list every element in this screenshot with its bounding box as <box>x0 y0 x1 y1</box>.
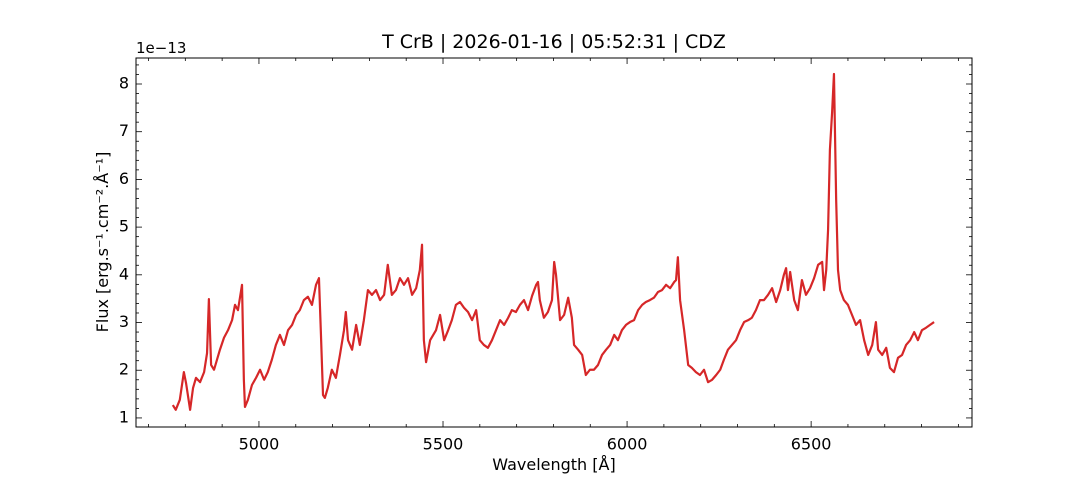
y-axis-label: Flux [erg.s⁻¹.cm⁻².Å⁻¹] <box>93 152 112 333</box>
x-tick-label: 5500 <box>423 435 464 454</box>
y-tick-label: 1 <box>119 407 129 426</box>
y-tick-label: 7 <box>119 121 129 140</box>
x-tick-label: 6000 <box>607 435 648 454</box>
plot-frame <box>135 57 973 428</box>
x-tick-label: 6500 <box>791 435 832 454</box>
y-tick-label: 4 <box>119 264 129 283</box>
y-tick-label: 6 <box>119 169 129 188</box>
chart-title: T CrB | 2026-01-16 | 05:52:31 | CDZ <box>381 31 726 53</box>
y-tick-label: 2 <box>119 360 129 379</box>
spectrum-line <box>171 72 935 411</box>
y-tick-label: 8 <box>119 73 129 92</box>
y-tick-label: 3 <box>119 312 129 331</box>
x-axis-label: Wavelength [Å] <box>492 455 615 474</box>
x-tick-label: 5000 <box>239 435 280 454</box>
y-offset-label: 1e−13 <box>136 39 186 57</box>
y-tick-label: 5 <box>119 217 129 236</box>
